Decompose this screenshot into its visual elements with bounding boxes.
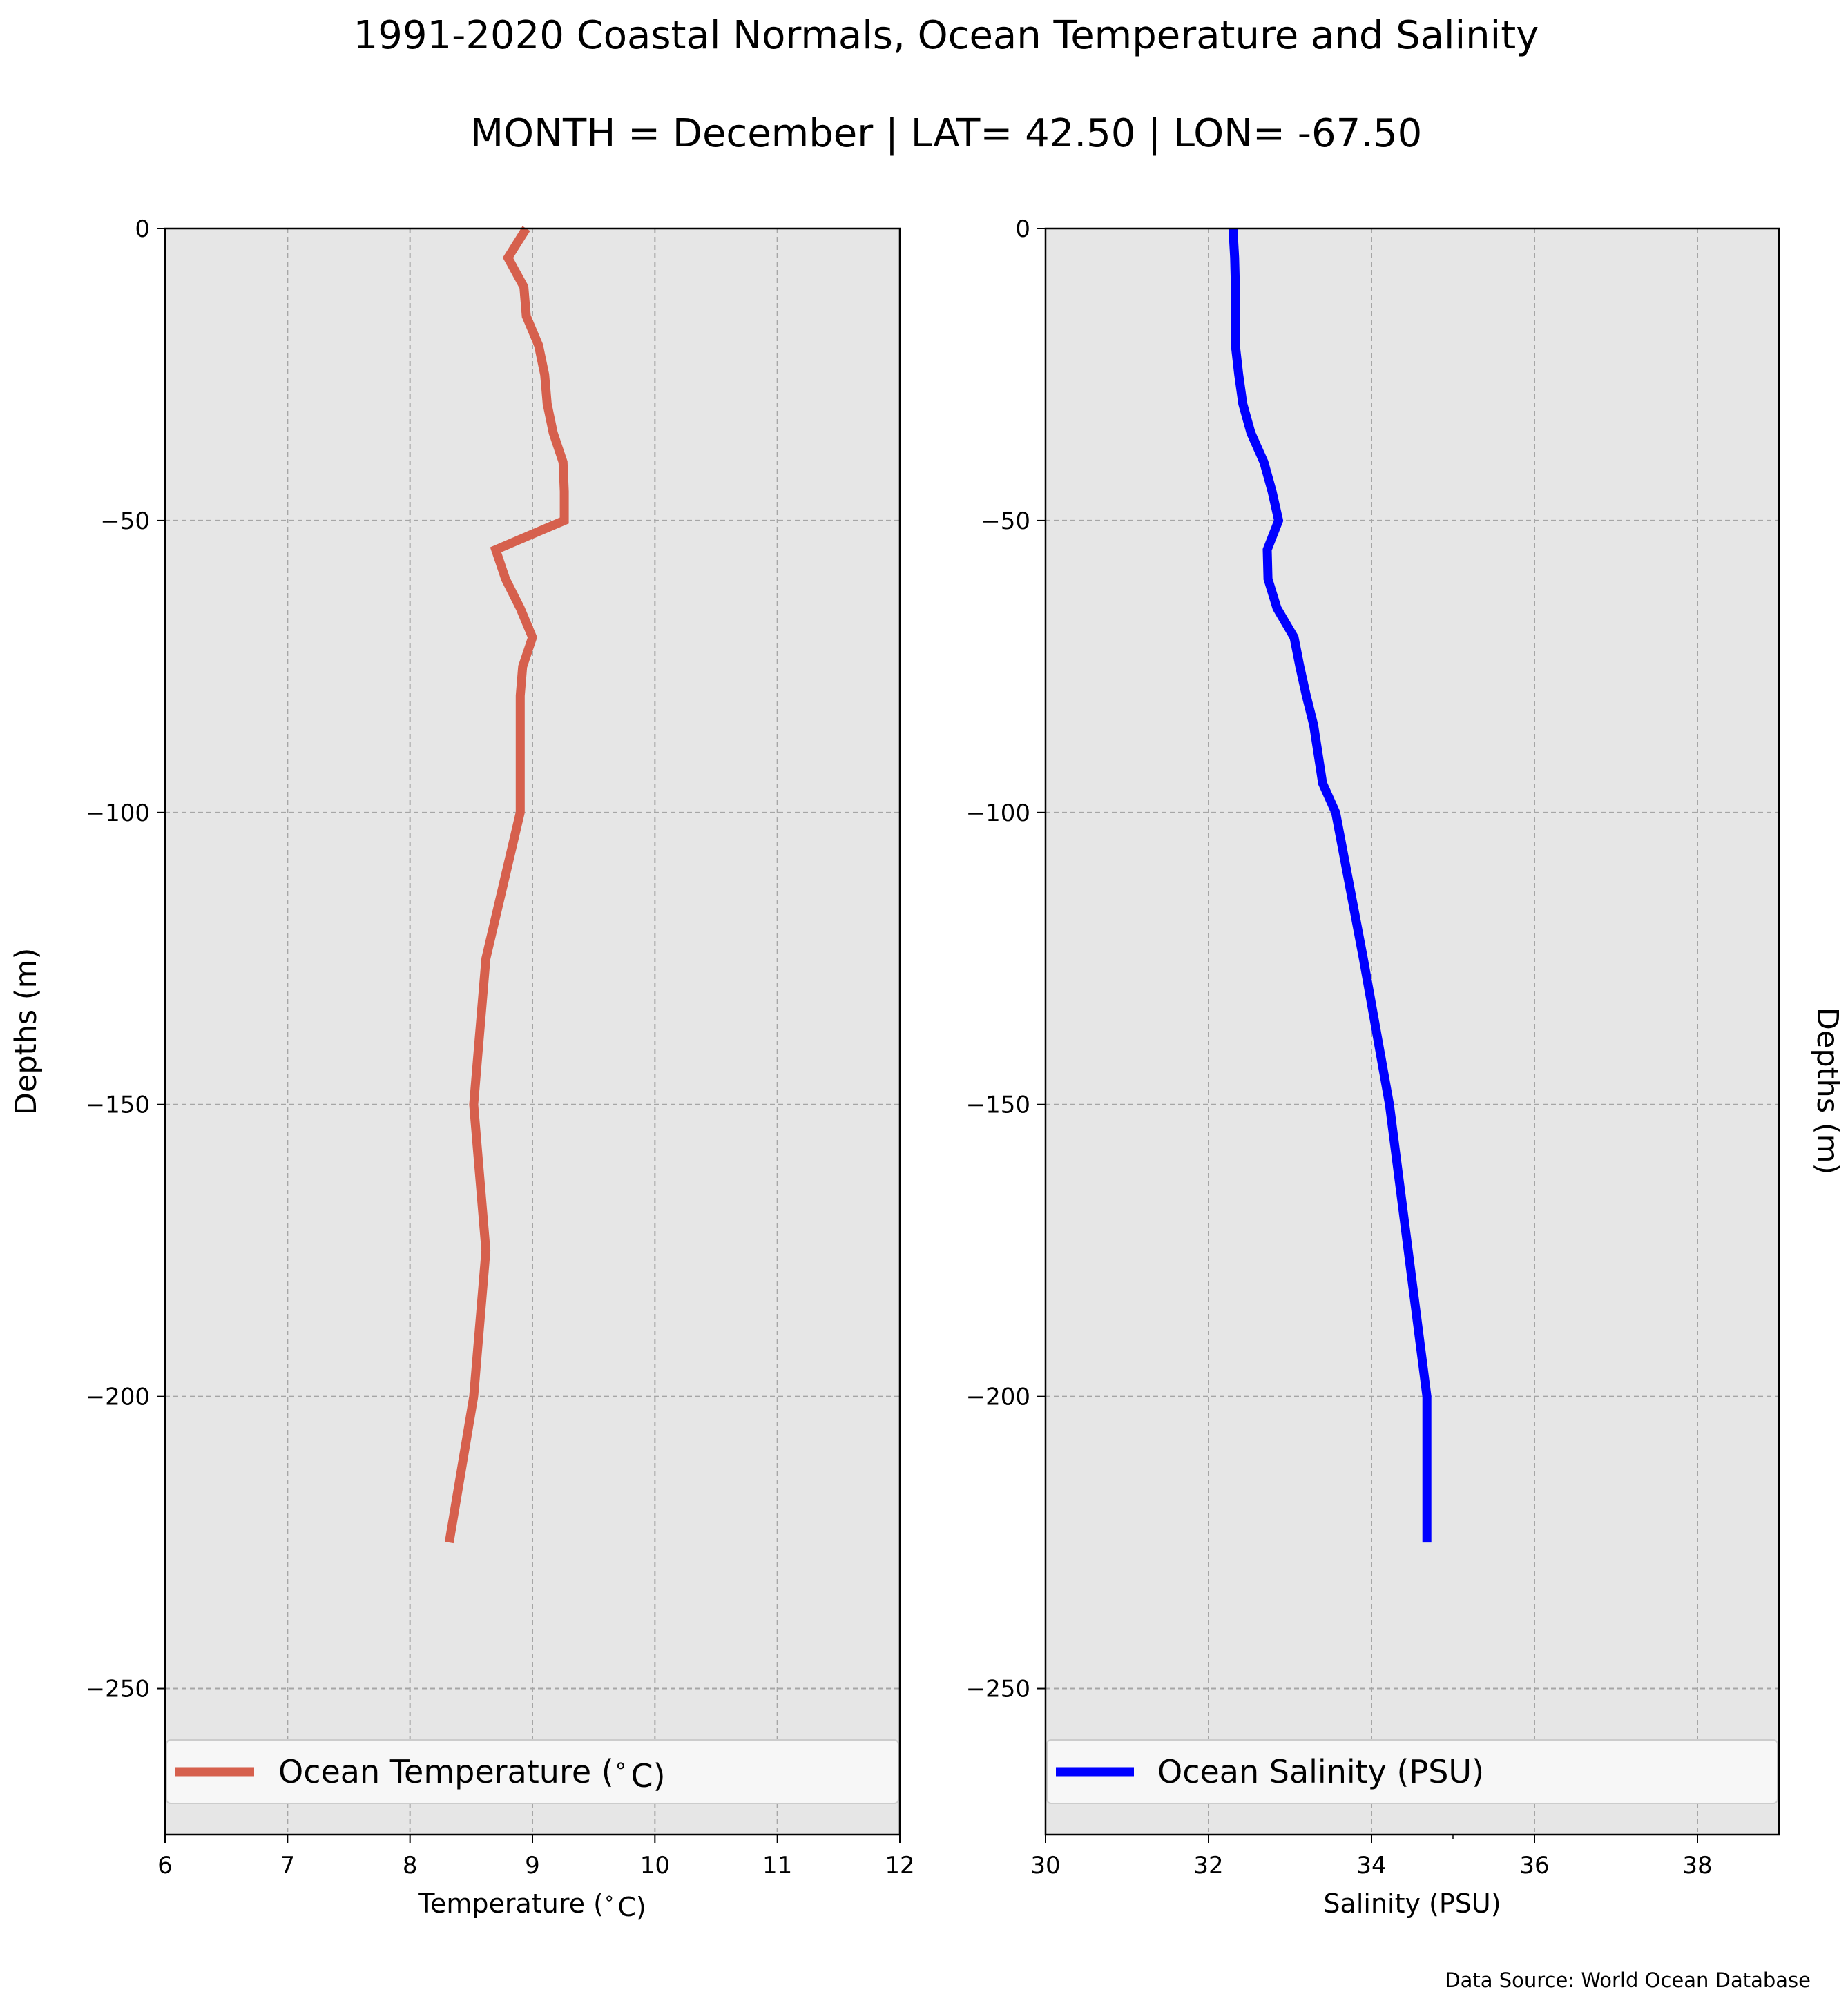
salinity-y-tick-label: −150 (966, 1092, 1030, 1119)
temperature-x-tick-label: 9 (525, 1852, 540, 1879)
salinity-x-tick-label: 32 (1193, 1852, 1223, 1879)
salinity-x-tick-label: 30 (1030, 1852, 1060, 1879)
salinity-y-tick-label: −200 (966, 1384, 1030, 1411)
salinity-x-tick-label: 38 (1682, 1852, 1712, 1879)
temperature-axes-frame (164, 227, 901, 1836)
salinity-x-tick-label: 34 (1356, 1852, 1386, 1879)
temperature-legend-box (166, 1739, 899, 1804)
temperature-series-line (444, 226, 569, 1544)
salinity-legend-box (1046, 1739, 1778, 1804)
salinity-plot-area (1046, 229, 1779, 1835)
salinity-x-tick-label: 36 (1519, 1852, 1549, 1879)
temperature-x-tick-label: 7 (280, 1852, 296, 1879)
salinity-y-tick-label: −100 (966, 800, 1030, 827)
salinity-y-tick-label: −50 (981, 507, 1030, 535)
temperature-y-tick-label: −150 (86, 1092, 150, 1119)
temperature-x-tick-label: 6 (157, 1852, 173, 1879)
temperature-y-tick-label: 0 (135, 215, 150, 243)
right-y-axis-label: Depths (m) (1810, 1007, 1845, 1174)
temperature-y-tick-label: −50 (100, 507, 150, 535)
salinity-legend-label: Ocean Salinity (PSU) (1157, 1753, 1484, 1790)
temperature-y-tick-label: −200 (86, 1384, 150, 1411)
temperature-x-axis-label: Temperature (∘ C) (418, 1888, 646, 1922)
salinity-panel: 30 32 34 36 38 0 −50 −100 −150 −200 −250 Ocean Sali… (966, 215, 1780, 1919)
salinity-legend: Ocean Salinity (PSU) (1046, 1739, 1778, 1804)
chart-subtitle: MONTH = December | LAT= 42.50 | LON= -67… (470, 111, 1423, 156)
data-source-note: Data Source: World Ocean Database (1445, 1968, 1811, 1992)
temperature-y-tick-label: −100 (86, 800, 150, 827)
salinity-series-line (1228, 228, 1432, 1543)
salinity-y-tick-label: 0 (1015, 215, 1030, 243)
salinity-y-tick-label: −250 (966, 1676, 1030, 1703)
salinity-x-axis-label: Salinity (PSU) (1323, 1888, 1501, 1919)
temperature-legend-label: Ocean Temperature (∘ C) (278, 1752, 666, 1795)
temperature-x-tick-label: 10 (640, 1852, 670, 1879)
temperature-x-tick-label: 12 (885, 1852, 914, 1879)
temperature-x-tick-label: 8 (403, 1852, 418, 1879)
temperature-panel: 6 7 8 9 10 11 12 0 −50 −100 −150 −200 −250 Ocean Temp… (9, 215, 915, 1922)
temperature-x-tick-label: 11 (762, 1852, 792, 1879)
salinity-axes-frame (1044, 227, 1780, 1836)
chart-title: 1991-2020 Coastal Normals, Ocean Tempera… (354, 13, 1539, 58)
temperature-y-tick-label: −250 (86, 1676, 150, 1703)
temperature-legend: Ocean Temperature (∘ C) (166, 1739, 899, 1804)
temperature-y-axis-label: Depths (m) (9, 948, 44, 1115)
